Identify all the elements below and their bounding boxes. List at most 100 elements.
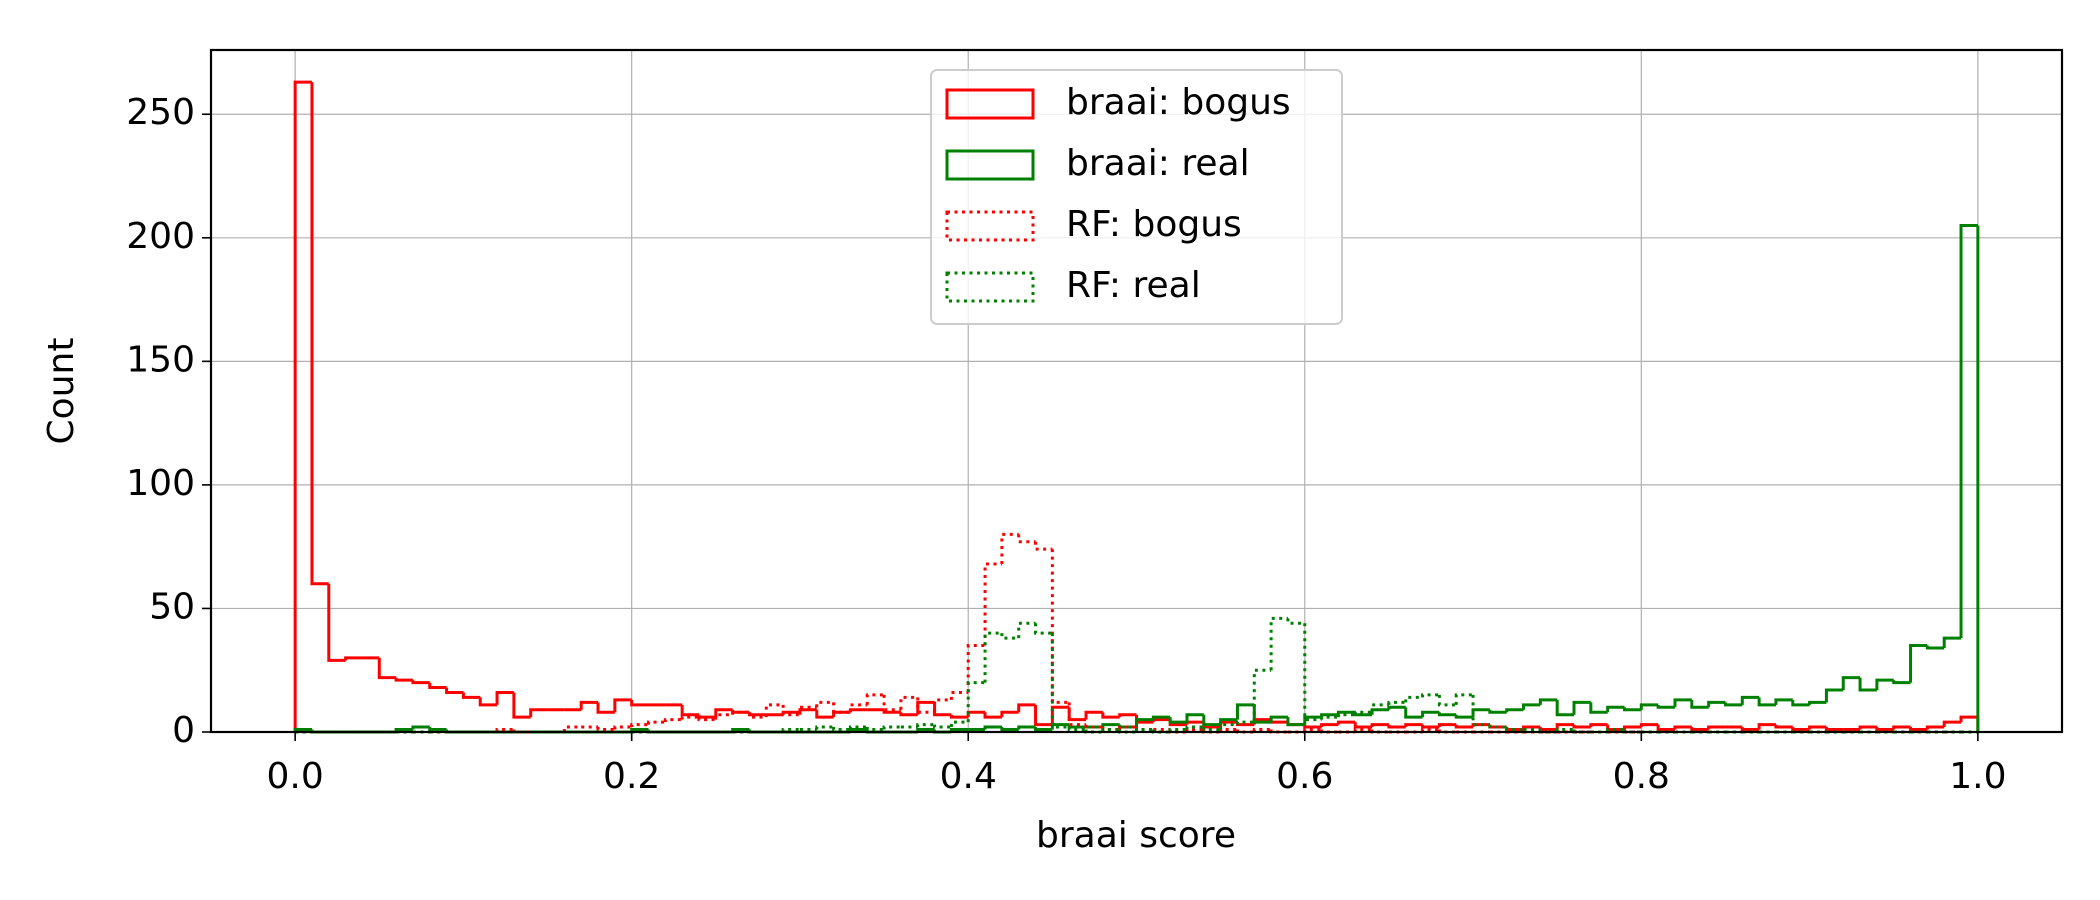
histogram-step bbox=[1017, 621, 1036, 639]
histogram-step bbox=[916, 723, 935, 728]
histogram-step bbox=[1505, 727, 1524, 732]
histogram-step bbox=[865, 727, 885, 732]
histogram-step bbox=[1050, 705, 1070, 725]
histogram-step bbox=[1101, 723, 1120, 728]
histogram-step bbox=[1606, 705, 1625, 713]
histogram-step bbox=[1707, 725, 1726, 730]
histogram-step bbox=[1622, 725, 1642, 730]
histogram-step bbox=[781, 704, 800, 717]
x-tick-label: 0.8 bbox=[1613, 756, 1670, 797]
histogram-step bbox=[933, 702, 952, 717]
histogram-step bbox=[630, 699, 649, 707]
histogram-step bbox=[1151, 715, 1171, 720]
histogram-step bbox=[1925, 645, 1945, 650]
histogram-step bbox=[916, 697, 935, 714]
histogram-step bbox=[1622, 707, 1642, 712]
histogram-step bbox=[747, 712, 767, 719]
histogram-step bbox=[966, 710, 986, 718]
histogram-step bbox=[1421, 693, 1440, 698]
histogram-step bbox=[1050, 549, 1070, 704]
histogram-step bbox=[1353, 710, 1373, 715]
legend-swatch bbox=[945, 88, 1035, 120]
histogram-step bbox=[1555, 699, 1575, 717]
histogram-step bbox=[1639, 703, 1659, 710]
histogram-step bbox=[1757, 723, 1776, 730]
histogram-step bbox=[562, 725, 582, 732]
histogram-step bbox=[1774, 724, 1793, 729]
legend-swatch bbox=[945, 271, 1035, 303]
histogram-step bbox=[1673, 725, 1692, 730]
histogram-step bbox=[1488, 709, 1507, 714]
y-tick-label: 150 bbox=[126, 339, 195, 380]
histogram-step bbox=[983, 631, 1002, 683]
histogram-step bbox=[1118, 713, 1137, 718]
histogram-step bbox=[1404, 695, 1423, 703]
histogram-step bbox=[1875, 727, 1894, 732]
histogram-step bbox=[461, 692, 481, 699]
histogram-step bbox=[1522, 703, 1541, 710]
histogram-step bbox=[848, 703, 868, 713]
histogram-step bbox=[1454, 714, 1474, 719]
histogram-step bbox=[1404, 707, 1423, 719]
histogram-step bbox=[1034, 541, 1053, 551]
histogram-step bbox=[697, 714, 716, 719]
histogram-step bbox=[327, 583, 346, 662]
histogram-step bbox=[966, 644, 986, 693]
histogram-step bbox=[832, 727, 851, 732]
histogram-step bbox=[1168, 717, 1187, 724]
x-tick-label: 1.0 bbox=[1949, 756, 2006, 797]
histogram-step bbox=[1118, 725, 1137, 730]
y-tick-label: 50 bbox=[149, 586, 195, 627]
histogram-step bbox=[1050, 723, 1070, 730]
legend-box bbox=[930, 69, 1343, 325]
histogram-step bbox=[377, 657, 397, 680]
histogram-step bbox=[933, 724, 952, 729]
histogram-step bbox=[1892, 725, 1911, 730]
histogram-step bbox=[1774, 698, 1793, 705]
histogram-step bbox=[966, 681, 986, 723]
histogram-step bbox=[1437, 723, 1457, 728]
histogram-step bbox=[1067, 727, 1087, 732]
histogram-step bbox=[983, 562, 1002, 646]
histogram-step bbox=[1858, 725, 1877, 730]
histogram-step bbox=[815, 700, 834, 708]
histogram-step bbox=[630, 723, 649, 728]
histogram-step bbox=[798, 705, 817, 715]
legend-swatch bbox=[945, 149, 1035, 181]
histogram-step bbox=[1387, 724, 1406, 729]
histogram-step bbox=[1320, 715, 1339, 720]
histogram-step bbox=[1488, 724, 1507, 729]
histogram-step bbox=[1841, 676, 1861, 690]
histogram-step bbox=[663, 718, 683, 723]
histogram-step bbox=[1017, 725, 1036, 730]
histogram-step bbox=[1791, 699, 1810, 707]
y-axis-label: Count bbox=[41, 338, 82, 445]
histogram-step bbox=[1875, 678, 1894, 690]
histogram-step bbox=[680, 704, 699, 717]
histogram-step bbox=[1252, 668, 1272, 723]
histogram-step bbox=[1185, 713, 1204, 723]
histogram-step bbox=[1017, 534, 1036, 544]
histogram-step bbox=[1892, 680, 1911, 685]
histogram-step bbox=[1421, 710, 1440, 718]
histogram-step bbox=[697, 717, 716, 722]
y-tick-label: 100 bbox=[126, 463, 195, 504]
legend-label: braai: bogus bbox=[1066, 82, 1291, 123]
histogram-step bbox=[1757, 697, 1776, 707]
x-axis-label: braai score bbox=[1036, 815, 1236, 856]
axes-frame bbox=[209, 48, 2064, 734]
histogram-step bbox=[731, 710, 750, 715]
histogram-step bbox=[1673, 698, 1692, 708]
ticks: 0 50 100 150 200 250 0.0 0.2 0.4 0.6 0.8 1.0 bbox=[126, 92, 2006, 797]
legend: braai: bogus braai: real RF: bogus RF: real bbox=[930, 69, 1343, 325]
histogram-step bbox=[1723, 702, 1743, 707]
histogram-step bbox=[529, 708, 548, 718]
histogram-step bbox=[512, 692, 531, 719]
histogram-step bbox=[848, 708, 868, 713]
histogram-step bbox=[1269, 715, 1288, 723]
histogram-step bbox=[1185, 720, 1204, 725]
histogram-step bbox=[933, 698, 952, 713]
histogram-step bbox=[1572, 700, 1591, 715]
histogram-step bbox=[1286, 618, 1305, 625]
